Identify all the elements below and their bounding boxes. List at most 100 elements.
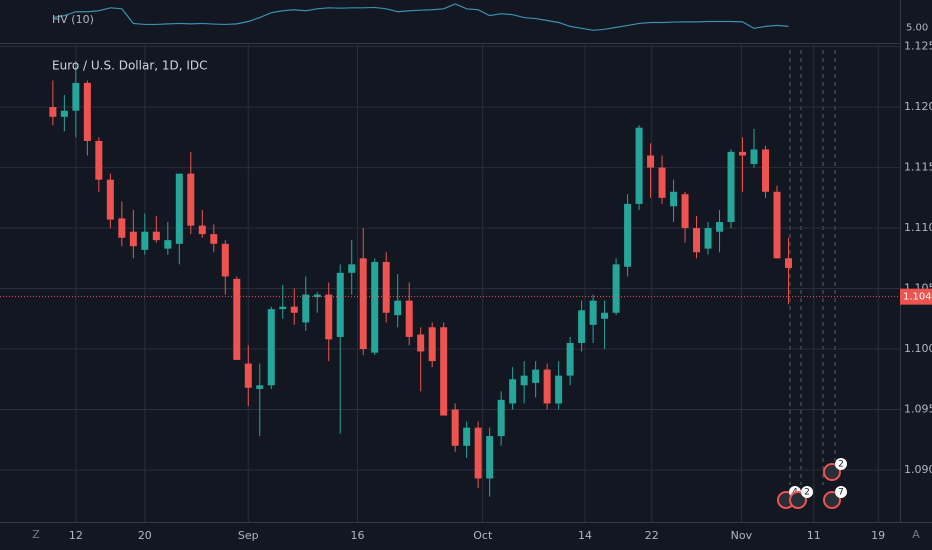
indicator-name: HV (10) (52, 13, 94, 26)
x-tick-label: 11 (807, 529, 821, 542)
chart-title: Euro / U.S. Dollar, 1D, IDC (52, 59, 208, 73)
event-badge[interactable]: 2 (823, 458, 847, 481)
candle-body (624, 203, 632, 267)
candle-body (739, 151, 747, 156)
y-tick-label: 1.11500 (904, 161, 932, 174)
y-tick-label: 1.12000 (904, 100, 932, 113)
candle-body (325, 294, 333, 340)
candle-body (658, 167, 666, 198)
candle-body (359, 258, 367, 350)
candle-body (532, 369, 540, 383)
event-count-bubble (835, 486, 847, 498)
event-count: 2 (838, 460, 844, 470)
plot (0, 3, 900, 497)
candle-body (670, 191, 678, 207)
event-icon (823, 491, 841, 509)
candle-body (543, 369, 551, 404)
event-badge[interactable]: 7 (823, 486, 847, 509)
candle-body (221, 243, 229, 277)
candle-body (210, 234, 218, 244)
candle-body (141, 231, 149, 250)
candle-body (773, 191, 781, 259)
grid (0, 43, 900, 522)
candle-body (520, 375, 528, 386)
candle-body (302, 294, 310, 323)
candle-body (612, 264, 620, 313)
candle-body (348, 264, 356, 273)
labels: 1.125001.120001.115001.110001.105001.100… (69, 22, 932, 542)
candle-body (49, 107, 57, 117)
candle-body (336, 272, 344, 337)
candle-body (279, 306, 287, 310)
candle-body (635, 127, 643, 204)
x-tick-label: 14 (578, 529, 592, 542)
candle-body (716, 222, 724, 232)
candle-body (95, 140, 103, 180)
candle-body (417, 334, 425, 352)
candle-body (198, 225, 206, 235)
candle-body (187, 173, 195, 226)
event-count-bubble (801, 486, 813, 498)
candle-body (72, 82, 80, 111)
x-tick-label: 16 (350, 529, 364, 542)
candle-body (382, 261, 390, 313)
candle-body (244, 363, 252, 388)
indicator-tick-label: 5.00 (906, 22, 928, 33)
y-tick-label: 1.09000 (904, 463, 932, 476)
candle-body (290, 306, 298, 313)
x-tick-label: 20 (138, 529, 152, 542)
candle-body (727, 151, 735, 223)
candle-body (256, 385, 264, 389)
x-tick-label: Oct (473, 529, 493, 542)
candle-body (405, 300, 413, 337)
candle-body (83, 82, 91, 141)
candle-body (175, 173, 183, 244)
candle-body (578, 310, 586, 343)
candle-body (566, 342, 574, 376)
indicator-line (52, 3, 789, 31)
current-price-label: 1.10433 (903, 292, 932, 303)
candle-body (233, 278, 241, 360)
event-icon (823, 463, 841, 481)
x-tick-label: 22 (645, 529, 659, 542)
candle-body (647, 155, 655, 168)
y-tick-label: 1.12500 (904, 40, 932, 53)
candle-body (118, 218, 126, 238)
candle-body (313, 294, 321, 298)
event-badge[interactable]: 2 (789, 486, 813, 509)
x-tick-label: 19 (871, 529, 885, 542)
candle-body (681, 194, 689, 229)
candle-body (555, 375, 563, 404)
x-tick-label: Nov (731, 529, 753, 542)
y-tick-label: 1.11000 (904, 221, 932, 234)
corner-label[interactable]: Z (32, 528, 40, 541)
candle-body (164, 240, 172, 249)
x-tick-label: Sep (238, 529, 259, 542)
candle-body (693, 228, 701, 253)
candle-body (428, 327, 436, 362)
y-tick-label: 1.09500 (904, 403, 932, 416)
event-count: 2 (804, 488, 810, 498)
candle-body (451, 409, 459, 446)
corner-label[interactable]: A (912, 528, 920, 541)
candle-body (106, 179, 114, 220)
candle-body (509, 379, 517, 404)
event-icon (789, 491, 807, 509)
candle-body (60, 110, 68, 117)
candle-body (129, 231, 137, 247)
current-price-box (900, 288, 932, 305)
candle-body (474, 427, 482, 479)
candle-body (497, 399, 505, 437)
event-count: 7 (838, 488, 844, 498)
candle-body (762, 149, 770, 192)
candle-body (152, 231, 160, 241)
candle-body (371, 261, 379, 353)
candle-body (394, 300, 402, 316)
candle-body (486, 436, 494, 479)
candle-body (440, 327, 448, 416)
x-tick-label: 12 (69, 529, 83, 542)
candle-body (704, 228, 712, 249)
candle-body (785, 258, 793, 268)
candle-body (750, 149, 758, 164)
